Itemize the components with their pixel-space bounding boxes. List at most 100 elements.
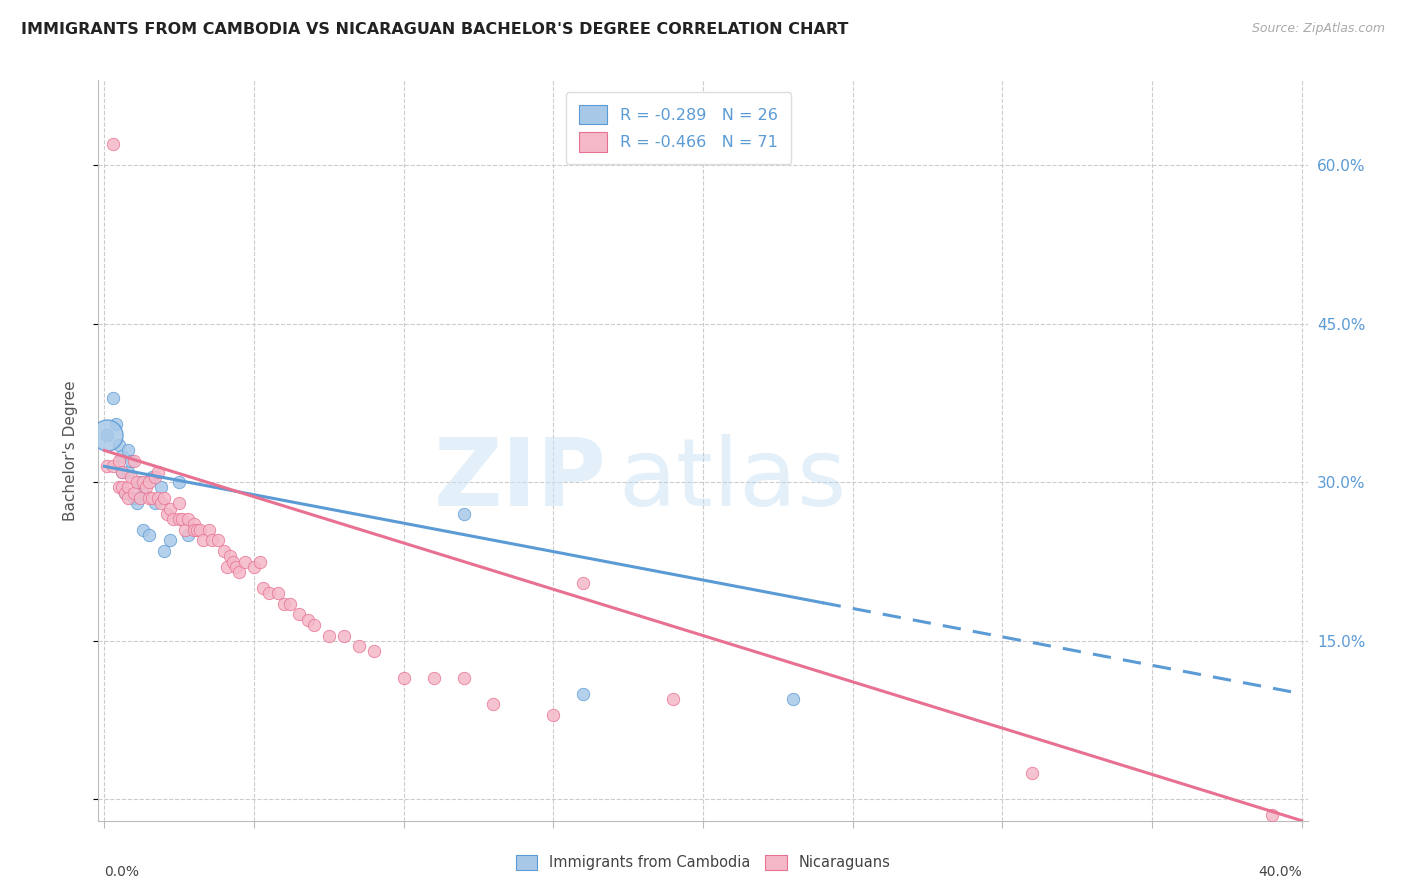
- Point: [228, 565, 250, 579]
- Point: [138, 475, 160, 490]
- Point: [159, 501, 181, 516]
- Point: [174, 523, 197, 537]
- Point: [318, 628, 340, 642]
- Point: [188, 523, 211, 537]
- Point: [124, 491, 146, 505]
- Point: [148, 465, 170, 479]
- Text: atlas: atlas: [619, 434, 846, 526]
- Point: [108, 454, 131, 468]
- Point: [132, 523, 155, 537]
- Point: [156, 507, 179, 521]
- Point: [198, 523, 221, 537]
- Point: [132, 485, 155, 500]
- Point: [186, 523, 208, 537]
- Point: [150, 496, 173, 510]
- Point: [153, 544, 176, 558]
- Text: ZIP: ZIP: [433, 434, 606, 526]
- Point: [135, 481, 157, 495]
- Point: [177, 528, 200, 542]
- Point: [108, 438, 131, 452]
- Point: [117, 491, 139, 505]
- Point: [297, 613, 319, 627]
- Point: [422, 671, 444, 685]
- Point: [141, 470, 163, 484]
- Point: [1260, 808, 1282, 822]
- Point: [219, 549, 242, 564]
- Point: [103, 391, 125, 405]
- Point: [453, 507, 475, 521]
- Point: [207, 533, 229, 548]
- Point: [108, 481, 131, 495]
- Point: [127, 475, 149, 490]
- Point: [201, 533, 224, 548]
- Point: [111, 465, 134, 479]
- Point: [96, 427, 118, 442]
- Point: [111, 449, 134, 463]
- Point: [252, 581, 274, 595]
- Point: [111, 465, 134, 479]
- Point: [1021, 766, 1043, 780]
- Point: [117, 465, 139, 479]
- Legend: Immigrants from Cambodia, Nicaraguans: Immigrants from Cambodia, Nicaraguans: [510, 848, 896, 876]
- Point: [96, 459, 118, 474]
- Point: [183, 517, 205, 532]
- Point: [143, 496, 166, 510]
- Point: [243, 559, 266, 574]
- Point: [132, 475, 155, 490]
- Point: [159, 533, 181, 548]
- Point: [225, 559, 247, 574]
- Point: [217, 559, 239, 574]
- Point: [129, 475, 152, 490]
- Point: [193, 533, 215, 548]
- Point: [572, 575, 595, 590]
- Point: [233, 554, 256, 569]
- Point: [167, 512, 190, 526]
- Point: [267, 586, 290, 600]
- Point: [482, 698, 505, 712]
- Point: [124, 485, 146, 500]
- Point: [288, 607, 311, 622]
- Point: [129, 491, 152, 505]
- Point: [103, 459, 125, 474]
- Point: [143, 470, 166, 484]
- Point: [273, 597, 295, 611]
- Point: [782, 692, 804, 706]
- Point: [117, 481, 139, 495]
- Point: [249, 554, 271, 569]
- Point: [138, 528, 160, 542]
- Point: [177, 512, 200, 526]
- Point: [111, 481, 134, 495]
- Point: [124, 454, 146, 468]
- Point: [114, 485, 136, 500]
- Point: [96, 427, 118, 442]
- Point: [392, 671, 415, 685]
- Point: [333, 628, 356, 642]
- Point: [543, 707, 565, 722]
- Text: 40.0%: 40.0%: [1258, 865, 1302, 879]
- Point: [183, 523, 205, 537]
- Y-axis label: Bachelor's Degree: Bachelor's Degree: [63, 380, 77, 521]
- Point: [120, 470, 142, 484]
- Point: [572, 687, 595, 701]
- Point: [257, 586, 280, 600]
- Point: [347, 639, 370, 653]
- Point: [120, 454, 142, 468]
- Point: [167, 496, 190, 510]
- Text: IMMIGRANTS FROM CAMBODIA VS NICARAGUAN BACHELOR'S DEGREE CORRELATION CHART: IMMIGRANTS FROM CAMBODIA VS NICARAGUAN B…: [21, 22, 848, 37]
- Legend: R = -0.289   N = 26, R = -0.466   N = 71: R = -0.289 N = 26, R = -0.466 N = 71: [565, 92, 790, 164]
- Point: [127, 496, 149, 510]
- Point: [363, 644, 385, 658]
- Point: [148, 491, 170, 505]
- Point: [222, 554, 245, 569]
- Point: [103, 136, 125, 151]
- Point: [105, 417, 128, 431]
- Text: Source: ZipAtlas.com: Source: ZipAtlas.com: [1251, 22, 1385, 36]
- Point: [167, 475, 190, 490]
- Point: [662, 692, 685, 706]
- Point: [117, 443, 139, 458]
- Point: [150, 481, 173, 495]
- Point: [162, 512, 184, 526]
- Point: [114, 485, 136, 500]
- Point: [141, 491, 163, 505]
- Point: [153, 491, 176, 505]
